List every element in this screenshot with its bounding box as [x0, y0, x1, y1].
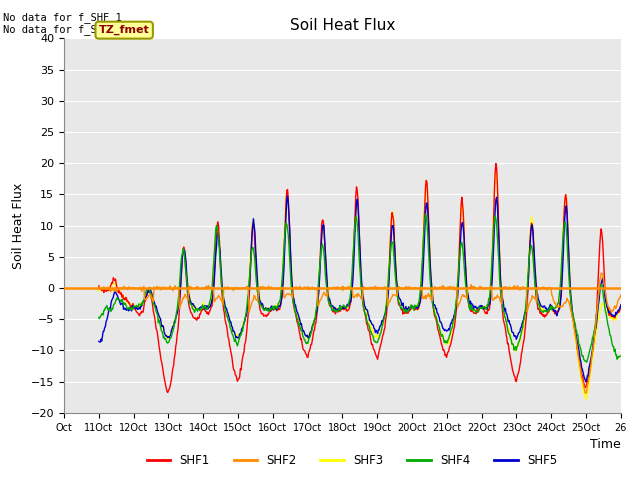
Text: TZ_fmet: TZ_fmet — [99, 25, 150, 36]
SHF5 — [617, 302, 625, 308]
SHF1 — [617, 302, 625, 308]
SHF5 — [104, 311, 112, 316]
SHF1 — [239, 351, 247, 357]
SHF3 — [104, 288, 112, 294]
SHF4 — [439, 334, 447, 339]
SHF3 — [211, 253, 219, 259]
SHF5 — [239, 325, 246, 331]
SHF2 — [211, 298, 219, 304]
SHF2 — [438, 284, 446, 289]
SHF1 — [164, 390, 172, 396]
SHF5 — [424, 208, 431, 214]
SHF5 — [439, 325, 447, 331]
SHF4 — [95, 314, 102, 320]
X-axis label: Time: Time — [590, 438, 621, 451]
SHF1 — [104, 288, 112, 293]
Line: SHF3: SHF3 — [99, 169, 621, 399]
SHF2 — [95, 285, 102, 290]
SHF3 — [492, 167, 500, 172]
SHF2 — [582, 390, 590, 396]
SHF2 — [423, 293, 431, 299]
SHF2 — [239, 285, 246, 291]
SHF4 — [583, 360, 591, 365]
Y-axis label: Soil Heat Flux: Soil Heat Flux — [12, 182, 25, 269]
SHF4 — [158, 329, 166, 335]
SHF4 — [211, 240, 219, 246]
SHF3 — [438, 333, 446, 339]
SHF4 — [239, 328, 246, 334]
Legend: SHF1, SHF2, SHF3, SHF4, SHF5: SHF1, SHF2, SHF3, SHF4, SHF5 — [142, 449, 562, 472]
SHF3 — [158, 321, 166, 327]
Text: No data for f_SHF_1
No data for f_SHF_2: No data for f_SHF_1 No data for f_SHF_2 — [3, 12, 122, 36]
SHF1 — [158, 360, 166, 366]
SHF3 — [582, 396, 590, 402]
SHF1 — [95, 283, 102, 289]
SHF5 — [211, 266, 219, 272]
SHF5 — [284, 193, 291, 199]
SHF3 — [423, 181, 431, 187]
SHF1 — [424, 192, 431, 198]
SHF4 — [424, 230, 431, 236]
SHF5 — [95, 338, 102, 344]
Line: SHF4: SHF4 — [99, 214, 621, 362]
SHF2 — [597, 270, 605, 276]
SHF3 — [95, 288, 102, 294]
SHF1 — [492, 161, 500, 167]
SHF3 — [239, 324, 246, 330]
SHF5 — [582, 379, 590, 385]
Title: Soil Heat Flux: Soil Heat Flux — [290, 18, 395, 33]
SHF4 — [422, 211, 429, 217]
SHF5 — [158, 324, 166, 330]
SHF1 — [439, 347, 447, 353]
SHF2 — [104, 286, 112, 291]
Line: SHF2: SHF2 — [99, 273, 621, 393]
SHF2 — [158, 284, 166, 290]
SHF2 — [617, 292, 625, 298]
Line: SHF5: SHF5 — [99, 196, 621, 382]
SHF4 — [617, 353, 625, 359]
Line: SHF1: SHF1 — [99, 164, 621, 393]
SHF1 — [212, 242, 220, 248]
SHF4 — [104, 307, 112, 313]
SHF3 — [617, 305, 625, 311]
